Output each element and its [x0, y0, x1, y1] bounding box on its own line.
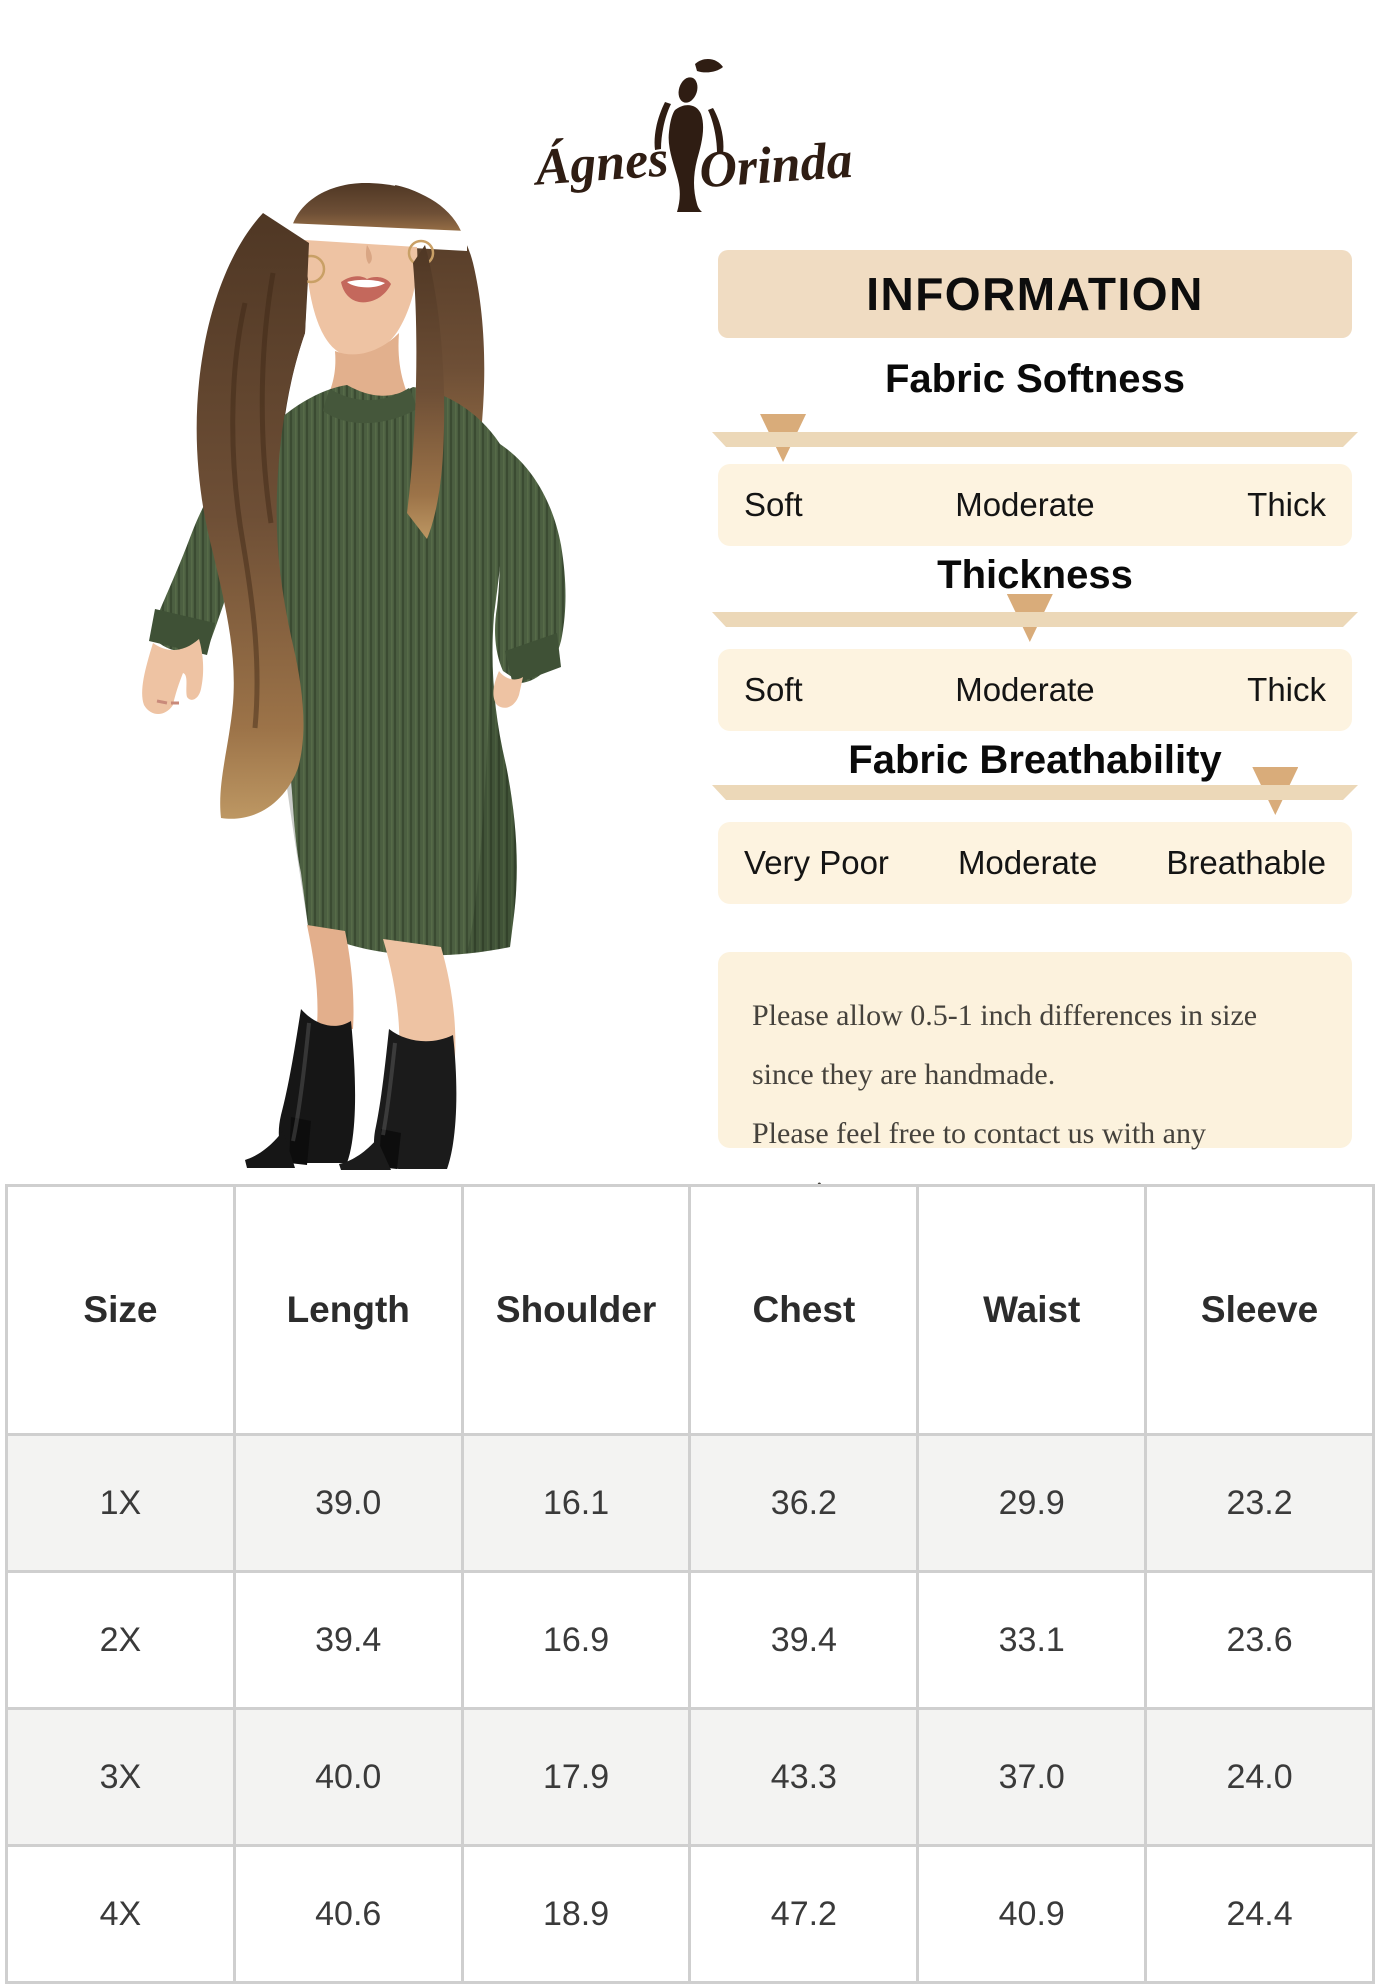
brand-name-first: Ágnes: [530, 129, 670, 196]
rating-labels-fabric-softness: Soft Moderate Thick: [718, 464, 1352, 546]
dress-collar: [323, 388, 417, 424]
model-dress: [149, 385, 566, 956]
model-boots: [245, 1009, 457, 1170]
table-cell: 1X: [5, 1433, 236, 1573]
rating-labels-thickness: Soft Moderate Thick: [718, 649, 1352, 731]
table-cell: 43.3: [688, 1707, 920, 1847]
table-cell: 39.0: [232, 1433, 464, 1573]
rating-scale-thickness: [712, 594, 1358, 644]
rating-labels-fabric-breathability: Very Poor Moderate Breathable: [718, 822, 1352, 904]
scale-label: Soft: [744, 486, 803, 523]
table-cell: 40.0: [232, 1707, 464, 1847]
scale-label: Moderate: [955, 486, 1095, 523]
scale-label: Breathable: [1166, 844, 1326, 881]
scale-label: Soft: [744, 671, 803, 708]
brand-name-second: Orinda: [697, 132, 854, 200]
table-cell: 39.4: [688, 1570, 920, 1710]
table-cell: 2X: [5, 1570, 236, 1710]
table-row-4x: 4X 40.6 18.9 47.2 40.9 24.4: [5, 1844, 1375, 1984]
table-cell: 4X: [5, 1844, 236, 1984]
table-cell: 18.9: [460, 1844, 692, 1984]
table-cell: 29.9: [916, 1433, 1148, 1573]
logo-silhouette: [654, 58, 724, 212]
table-cell: 37.0: [916, 1707, 1148, 1847]
size-chart-table: Size Length Shoulder Chest Waist Sleeve …: [5, 1184, 1375, 1984]
table-cell: 23.6: [1144, 1570, 1375, 1710]
table-cell: 47.2: [688, 1844, 920, 1984]
information-header: INFORMATION: [718, 250, 1352, 338]
table-row-1x: 1X 39.0 16.1 36.2 29.9 23.2: [5, 1433, 1375, 1573]
scale-label: Thick: [1247, 671, 1326, 708]
scale-label: Moderate: [955, 671, 1095, 708]
header-cell-sleeve: Sleeve: [1144, 1184, 1375, 1436]
rating-bar: [712, 432, 1358, 447]
header-cell-chest: Chest: [688, 1184, 920, 1436]
rating-scale-fabric-breathability: [712, 767, 1358, 817]
section-title-fabric-breathability: Fabric Breathability: [848, 738, 1222, 782]
sleeve-cuff-right: [505, 633, 561, 685]
model-hair-front: [196, 213, 445, 819]
model-hands: [142, 639, 523, 714]
scale-label: Moderate: [957, 844, 1098, 881]
brand-logo: Ágnes Orinda: [530, 58, 854, 212]
rating-bar: [712, 612, 1358, 627]
scale-label: Very Poor: [744, 844, 889, 881]
face-crop-band: [285, 223, 467, 251]
table-header-row: Size Length Shoulder Chest Waist Sleeve: [5, 1184, 1375, 1436]
header-cell-length: Length: [232, 1184, 464, 1436]
table-cell: 36.2: [688, 1433, 920, 1573]
model-photo: [142, 183, 566, 1170]
rating-scale-fabric-softness: [712, 414, 1358, 464]
scale-label: Thick: [1247, 486, 1326, 523]
table-cell: 33.1: [916, 1570, 1148, 1710]
rating-bar: [712, 785, 1358, 800]
size-note: Please allow 0.5-1 inch differences in s…: [718, 952, 1352, 1209]
table-cell: 40.9: [916, 1844, 1148, 1984]
table-cell: 23.2: [1144, 1433, 1375, 1573]
section-title-thickness: Thickness: [937, 553, 1133, 597]
header-cell-waist: Waist: [916, 1184, 1148, 1436]
table-cell: 3X: [5, 1707, 236, 1847]
note-line: Please allow 0.5-1 inch differences in s…: [752, 999, 1258, 1032]
table-cell: 40.6: [232, 1844, 464, 1984]
table-row-3x: 3X 40.0 17.9 43.3 37.0 24.0: [5, 1707, 1375, 1847]
table-row-2x: 2X 39.4 16.9 39.4 33.1 23.6: [5, 1570, 1375, 1710]
note-line: since they are handmade.: [752, 1058, 1056, 1091]
table-cell: 17.9: [460, 1707, 692, 1847]
section-title-fabric-softness: Fabric Softness: [884, 357, 1186, 401]
header-cell-shoulder: Shoulder: [460, 1184, 692, 1436]
table-cell: 24.4: [1144, 1844, 1375, 1984]
table-cell: 39.4: [232, 1570, 464, 1710]
table-cell: 24.0: [1144, 1707, 1375, 1847]
model-legs: [307, 925, 456, 1057]
header-cell-size: Size: [5, 1184, 236, 1436]
table-cell: 16.9: [460, 1570, 692, 1710]
table-cell: 16.1: [460, 1433, 692, 1573]
